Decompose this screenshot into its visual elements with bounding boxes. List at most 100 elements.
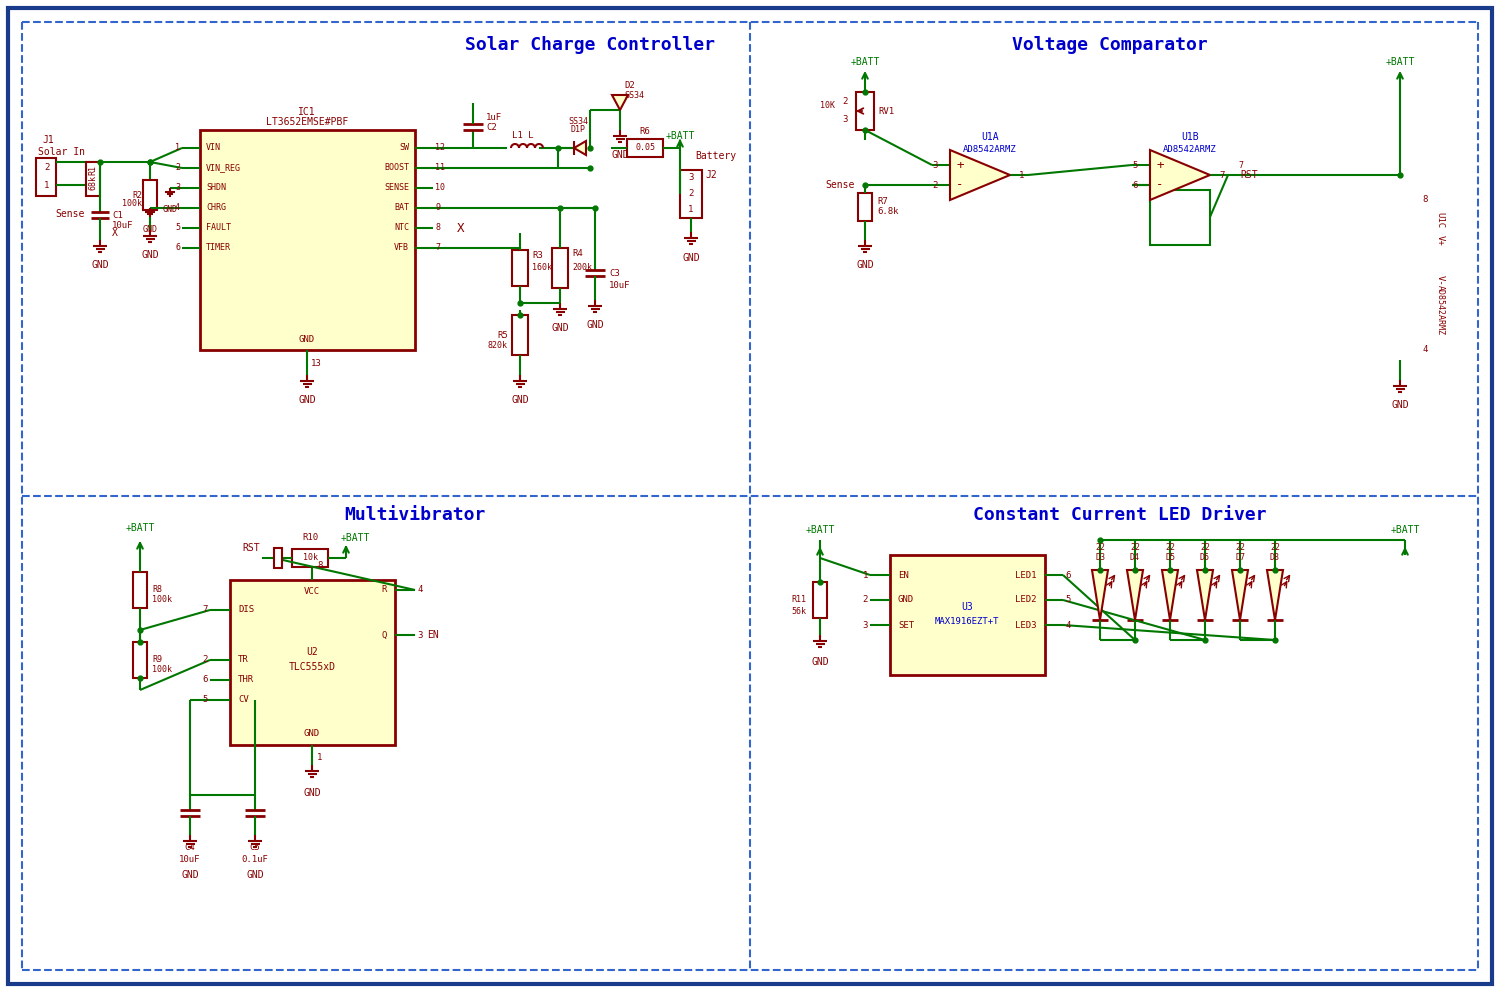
Text: C1: C1 (112, 210, 123, 219)
Text: 10k: 10k (303, 554, 318, 562)
Bar (856, 92, 874, 130)
Text: SS34: SS34 (624, 90, 644, 99)
Text: GND: GND (898, 595, 914, 604)
Text: 100k: 100k (152, 595, 172, 604)
Bar (134, 642, 147, 678)
Text: +: + (957, 159, 963, 172)
Text: -: - (1156, 179, 1164, 191)
Text: C3: C3 (609, 269, 619, 278)
Text: +BATT: +BATT (340, 533, 369, 543)
Text: D8: D8 (1270, 554, 1280, 562)
Text: R3: R3 (532, 252, 543, 261)
Polygon shape (612, 95, 628, 110)
Text: FAULT: FAULT (206, 223, 231, 232)
Text: R10: R10 (302, 534, 318, 543)
Text: 7: 7 (1238, 161, 1244, 170)
Text: U1C: U1C (1436, 212, 1444, 228)
Text: Sense: Sense (825, 180, 855, 190)
Text: X: X (112, 228, 118, 238)
Text: SET: SET (898, 621, 914, 630)
Bar (890, 555, 1046, 675)
Text: +BATT: +BATT (1390, 525, 1419, 535)
Text: 4: 4 (1422, 345, 1428, 354)
Text: 7: 7 (1220, 171, 1224, 180)
Text: Voltage Comparator: Voltage Comparator (1013, 36, 1208, 54)
Text: 2: 2 (933, 181, 938, 189)
Bar (512, 315, 528, 355)
Text: V-: V- (1436, 275, 1444, 286)
Text: 10uF: 10uF (180, 855, 201, 864)
Text: R: R (381, 585, 387, 594)
Text: 820k: 820k (488, 340, 508, 349)
Text: C2: C2 (486, 122, 496, 132)
Text: R11: R11 (790, 595, 806, 604)
Text: 3: 3 (843, 114, 848, 123)
Text: GND: GND (162, 205, 177, 214)
Text: 22: 22 (1166, 544, 1174, 553)
Text: CV: CV (238, 695, 249, 704)
Text: AD8542ARMZ: AD8542ARMZ (1436, 285, 1444, 335)
Text: LED3: LED3 (1016, 621, 1036, 630)
Text: THR: THR (238, 676, 254, 684)
Text: 8: 8 (435, 223, 439, 232)
Text: R8: R8 (152, 585, 162, 594)
Polygon shape (1150, 150, 1210, 200)
Text: RV1: RV1 (878, 106, 894, 115)
Text: GND: GND (303, 788, 321, 798)
Text: GND: GND (92, 260, 110, 270)
Text: EN: EN (898, 570, 909, 579)
Text: RST: RST (243, 543, 260, 553)
Text: 2: 2 (45, 163, 50, 172)
Text: D2: D2 (624, 80, 634, 89)
Polygon shape (1197, 570, 1214, 620)
Text: GND: GND (856, 260, 874, 270)
Text: GND: GND (298, 335, 315, 344)
Text: U3: U3 (962, 602, 974, 612)
Text: R7: R7 (878, 196, 888, 205)
Text: 2: 2 (843, 96, 848, 105)
Text: RST: RST (1240, 170, 1257, 180)
Text: LED2: LED2 (1016, 595, 1036, 604)
Text: 5: 5 (176, 223, 180, 232)
Text: VIN_REG: VIN_REG (206, 164, 242, 173)
Bar (86, 162, 100, 196)
Text: GND: GND (182, 870, 200, 880)
Text: 3: 3 (176, 184, 180, 192)
Polygon shape (1162, 570, 1178, 620)
Text: SHDN: SHDN (206, 184, 226, 192)
Text: 11: 11 (435, 164, 445, 173)
Text: 5: 5 (1065, 595, 1071, 604)
Text: EN: EN (427, 630, 438, 640)
Text: 10uF: 10uF (112, 220, 134, 229)
Polygon shape (1092, 570, 1108, 620)
Text: 2: 2 (688, 189, 693, 198)
Text: 2: 2 (202, 656, 208, 665)
Text: LT3652EMSE#PBF: LT3652EMSE#PBF (266, 117, 348, 127)
Text: VFB: VFB (394, 243, 410, 253)
Text: U1B: U1B (1180, 132, 1198, 142)
Text: 22: 22 (1270, 544, 1280, 553)
Text: SENSE: SENSE (384, 184, 410, 192)
Text: R6: R6 (639, 127, 651, 136)
Bar (552, 248, 568, 288)
Text: V+: V+ (1436, 235, 1444, 245)
Text: 0.05: 0.05 (634, 144, 656, 153)
Bar (680, 170, 702, 218)
Text: 100k: 100k (122, 199, 142, 208)
Text: Multivibrator: Multivibrator (345, 506, 486, 524)
Text: +BATT: +BATT (1386, 57, 1414, 67)
Text: TR: TR (238, 656, 249, 665)
Text: 6: 6 (1065, 570, 1071, 579)
Text: 10K: 10K (821, 101, 836, 110)
Text: C4: C4 (184, 843, 195, 852)
Text: 7: 7 (435, 243, 439, 253)
Text: AD8542ARMZ: AD8542ARMZ (963, 145, 1017, 154)
Text: +BATT: +BATT (666, 131, 694, 141)
Text: 7: 7 (202, 605, 208, 614)
Text: Solar In: Solar In (38, 147, 86, 157)
Bar (813, 582, 826, 618)
Text: 3: 3 (688, 174, 693, 183)
Text: GND: GND (141, 250, 159, 260)
Text: U2: U2 (306, 647, 318, 657)
Text: +: + (1156, 159, 1164, 172)
